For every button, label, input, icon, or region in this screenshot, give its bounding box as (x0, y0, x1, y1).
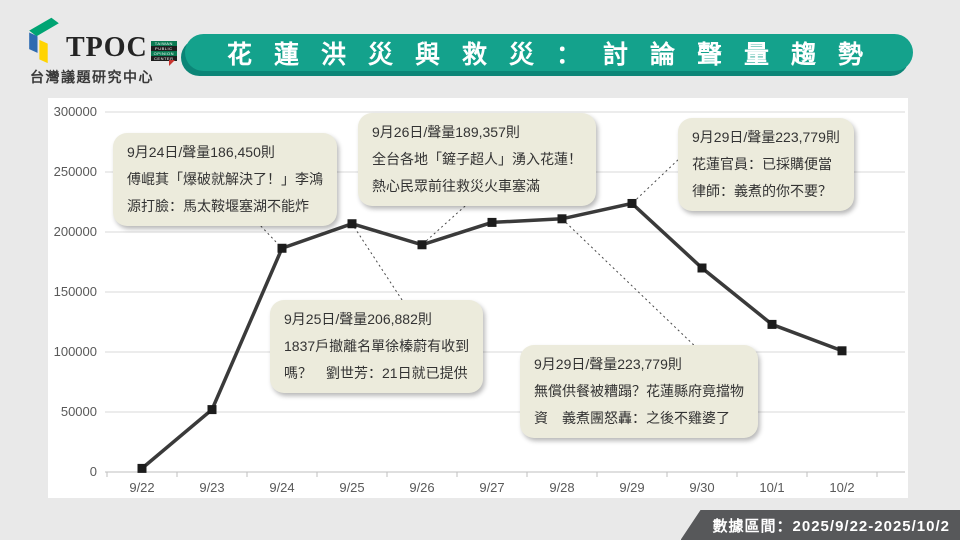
logo-badge-line: TAIWAN (150, 41, 177, 46)
svg-text:9/23: 9/23 (199, 480, 224, 495)
callout-line: 熱心民眾前往救災火車塞滿 (372, 178, 540, 194)
logo-flag-icon (168, 60, 175, 66)
svg-text:150000: 150000 (54, 284, 97, 299)
page-title: 花蓮洪災與救災：討論聲量趨勢 (226, 40, 885, 69)
callout-line: 傅崐萁「爆破就解決了！」李鴻 (127, 171, 323, 187)
data-range-label: 數據區間：2025/9/22-2025/10/2 (712, 517, 950, 535)
svg-text:9/27: 9/27 (479, 480, 504, 495)
svg-text:0: 0 (90, 464, 97, 479)
svg-text:9/30: 9/30 (689, 480, 714, 495)
data-range-banner: 數據區間：2025/9/22-2025/10/2 (680, 510, 960, 540)
svg-text:50000: 50000 (61, 404, 97, 419)
title-banner: 花蓮洪災與救災：討論聲量趨勢 (185, 34, 913, 71)
callout-line: 9月25日/聲量206,882則 (284, 311, 432, 327)
logo-badge-line: CENTER (150, 56, 177, 61)
logo-row: TPOC TAIWAN PUBLIC OPINION CENTER (25, 12, 185, 66)
callout-9-29-officials: 9月29日/聲量223,779則 花蓮官員：已採購便當 律師：義煮的你不要？ (678, 118, 854, 211)
logo-badge-line: OPINION (150, 51, 177, 56)
svg-text:100000: 100000 (54, 344, 97, 359)
svg-text:9/22: 9/22 (129, 480, 154, 495)
callout-9-29-meals: 9月29日/聲量223,779則 無償供餐被糟蹋？花蓮縣府竟擋物 資 義煮團怒轟… (520, 345, 758, 438)
callout-line: 9月26日/聲量189,357則 (372, 124, 520, 140)
callout-line: 源打臉：馬太鞍堰塞湖不能炸 (127, 198, 309, 214)
callout-line: 律師：義煮的你不要？ (692, 183, 832, 199)
callout-line: 無償供餐被糟蹋？花蓮縣府竟擋物 (534, 383, 744, 399)
callout-9-26: 9月26日/聲量189,357則 全台各地「鏟子超人」湧入花蓮！ 熱心民眾前往救… (358, 113, 596, 206)
svg-text:200000: 200000 (54, 224, 97, 239)
svg-text:9/26: 9/26 (409, 480, 434, 495)
callout-line: 資 義煮團怒轟：之後不雞婆了 (534, 410, 730, 426)
logo-badge-line: PUBLIC (150, 46, 177, 51)
callout-line: 9月24日/聲量186,450則 (127, 144, 275, 160)
svg-text:9/28: 9/28 (549, 480, 574, 495)
logo-badge: TAIWAN PUBLIC OPINION CENTER (150, 41, 177, 66)
callout-line: 嗎？ 劉世芳：21日就已提供 (284, 365, 468, 381)
callout-9-24: 9月24日/聲量186,450則 傅崐萁「爆破就解決了！」李鴻 源打臉：馬太鞍堰… (113, 133, 337, 226)
callout-line: 1837戶撤離名單徐榛蔚有收到 (284, 338, 470, 354)
tpoc-logo: TPOC TAIWAN PUBLIC OPINION CENTER 台灣議題研究中心 (25, 12, 185, 88)
svg-text:250000: 250000 (54, 164, 97, 179)
svg-text:9/29: 9/29 (619, 480, 644, 495)
svg-text:10/2: 10/2 (829, 480, 854, 495)
svg-text:10/1: 10/1 (759, 480, 784, 495)
tpoc-ribbon-icon (29, 17, 59, 64)
svg-text:9/24: 9/24 (269, 480, 294, 495)
callout-line: 9月29日/聲量223,779則 (692, 129, 840, 145)
callout-line: 9月29日/聲量223,779則 (534, 356, 682, 372)
logo-subtitle: 台灣議題研究中心 (30, 69, 154, 85)
svg-text:9/25: 9/25 (339, 480, 364, 495)
svg-text:300000: 300000 (54, 104, 97, 119)
callout-9-25: 9月25日/聲量206,882則 1837戶撤離名單徐榛蔚有收到 嗎？ 劉世芳：… (270, 300, 484, 393)
chart-panel: 0 50000 100000 150000 200000 250000 300000 9/22… (48, 98, 908, 498)
data-point-markers (137, 198, 847, 473)
logo-brand-text: TPOC (66, 32, 148, 63)
callout-line: 花蓮官員：已採購便當 (692, 156, 832, 172)
callout-line: 全台各地「鏟子超人」湧入花蓮！ (372, 151, 582, 167)
